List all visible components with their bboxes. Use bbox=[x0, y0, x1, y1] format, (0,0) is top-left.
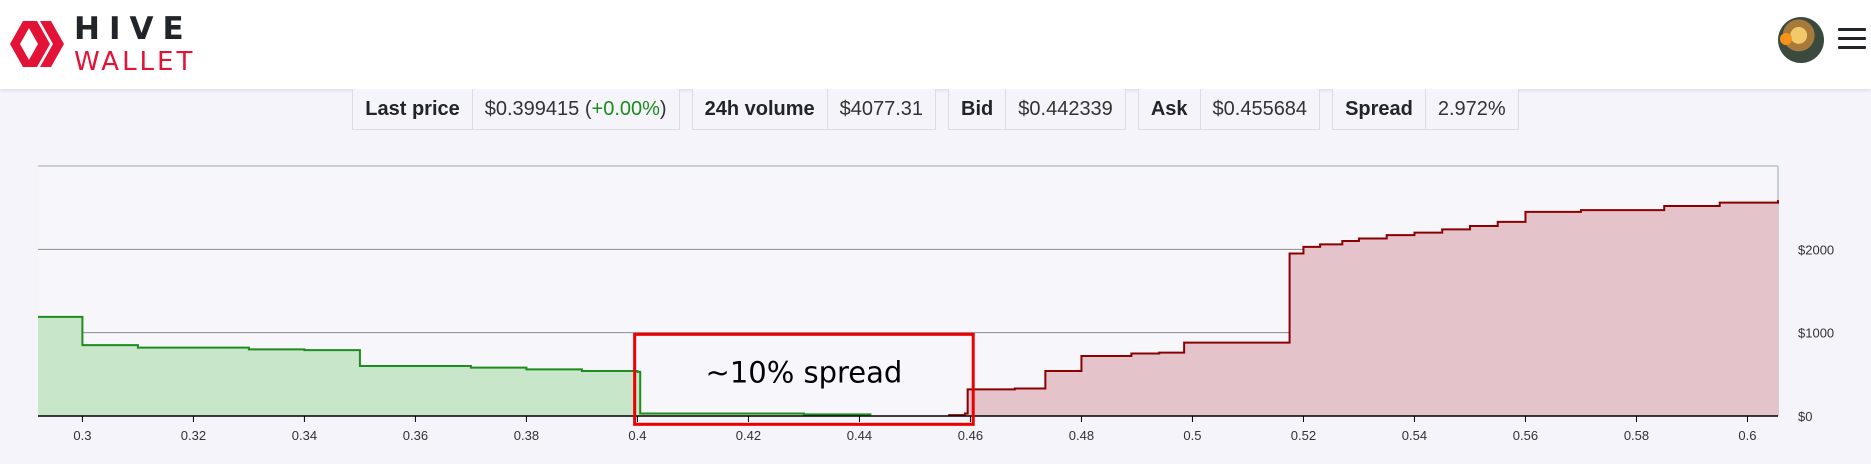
x-tick-label: 0.4 bbox=[628, 428, 646, 443]
x-tick-label: 0.44 bbox=[847, 428, 872, 443]
x-tick-label: 0.56 bbox=[1513, 428, 1538, 443]
stat-volume: 24h volume $4077.31 bbox=[691, 89, 937, 130]
ask-label: Ask bbox=[1139, 89, 1201, 129]
y-tick-label: $2000 bbox=[1798, 242, 1834, 257]
spread-annotation-label: ~10% spread bbox=[706, 356, 903, 390]
ask-value: $0.455684 bbox=[1212, 97, 1308, 120]
bid-value: $0.442339 bbox=[1018, 97, 1113, 120]
stat-bid: Bid $0.442339 bbox=[948, 89, 1126, 130]
asks-depth-line bbox=[948, 200, 1779, 417]
asks-area-fill bbox=[948, 200, 1778, 416]
x-tick-label: 0.5 bbox=[1183, 428, 1201, 443]
bitcoin-badge-icon bbox=[1780, 33, 1792, 45]
stat-last-price: Last price $0.399415 (+0.00%) bbox=[352, 89, 680, 130]
x-tick-label: 0.42 bbox=[736, 428, 761, 443]
x-tick-label: 0.52 bbox=[1291, 428, 1316, 443]
x-tick-label: 0.36 bbox=[403, 428, 428, 443]
volume-value: $4077.31 bbox=[839, 97, 924, 120]
last-price-value-cell: $0.399415 (+0.00%) bbox=[484, 97, 667, 120]
x-tick-label: 0.38 bbox=[514, 428, 539, 443]
user-avatar[interactable] bbox=[1778, 17, 1824, 63]
x-tick-label: 0.48 bbox=[1069, 428, 1094, 443]
hive-logo-icon bbox=[10, 21, 64, 67]
bids-depth-line bbox=[38, 315, 872, 416]
last-price-value: $0.399415 bbox=[484, 97, 580, 120]
x-tick-label: 0.54 bbox=[1402, 428, 1427, 443]
last-price-label: Last price bbox=[353, 89, 473, 129]
y-tick-label: $0 bbox=[1798, 409, 1812, 424]
logo-text-hive: HIVE bbox=[74, 10, 193, 47]
hive-wallet-logo[interactable]: HIVE WALLET bbox=[10, 12, 195, 76]
x-tick-label: 0.6 bbox=[1738, 428, 1756, 443]
x-tick-label: 0.58 bbox=[1624, 428, 1649, 443]
x-tick-label: 0.46 bbox=[958, 428, 983, 443]
x-tick-label: 0.3 bbox=[73, 428, 91, 443]
market-stats-bar: Last price $0.399415 (+0.00%) 24h volume… bbox=[0, 89, 1871, 130]
spread-annotation-box bbox=[633, 332, 975, 426]
stat-ask: Ask $0.455684 bbox=[1137, 89, 1321, 130]
spread-value: 2.972% bbox=[1437, 97, 1506, 120]
spread-label: Spread bbox=[1333, 89, 1426, 129]
volume-label: 24h volume bbox=[693, 89, 828, 129]
logo-text-wallet: WALLET bbox=[74, 46, 196, 77]
stat-spread: Spread 2.972% bbox=[1332, 89, 1519, 130]
app-header: HIVE WALLET bbox=[0, 0, 1871, 89]
last-price-change: +0.00% bbox=[591, 97, 660, 120]
bid-label: Bid bbox=[949, 89, 1007, 129]
hamburger-menu-icon[interactable] bbox=[1838, 24, 1866, 52]
x-tick-label: 0.34 bbox=[292, 428, 317, 443]
x-tick-label: 0.32 bbox=[181, 428, 206, 443]
y-tick-label: $1000 bbox=[1798, 326, 1834, 341]
